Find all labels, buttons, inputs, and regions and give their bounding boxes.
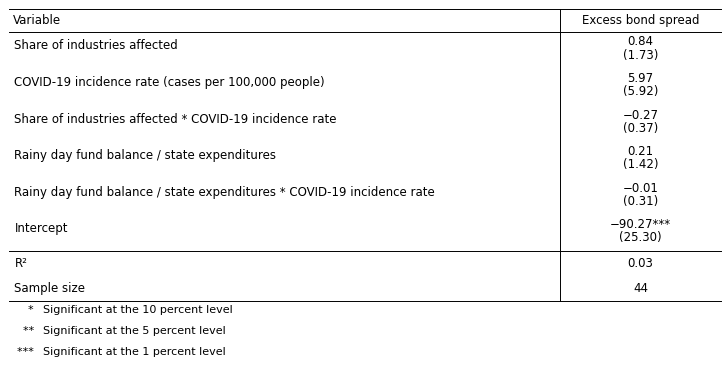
Text: Significant at the 10 percent level: Significant at the 10 percent level (43, 305, 233, 315)
Text: Significant at the 5 percent level: Significant at the 5 percent level (43, 326, 225, 336)
Text: Rainy day fund balance / state expenditures * COVID-19 incidence rate: Rainy day fund balance / state expenditu… (14, 186, 435, 199)
Text: −90.27***: −90.27*** (610, 218, 671, 231)
Text: (0.31): (0.31) (623, 195, 658, 208)
Text: 0.21: 0.21 (627, 145, 654, 158)
Text: Excess bond spread: Excess bond spread (581, 14, 700, 27)
Text: *: * (22, 305, 34, 315)
Text: Share of industries affected * COVID-19 incidence rate: Share of industries affected * COVID-19 … (14, 113, 337, 125)
Text: R²: R² (14, 257, 28, 270)
Text: (25.30): (25.30) (619, 231, 662, 244)
Text: Significant at the 1 percent level: Significant at the 1 percent level (43, 347, 225, 357)
Text: COVID-19 incidence rate (cases per 100,000 people): COVID-19 incidence rate (cases per 100,0… (14, 76, 325, 89)
Text: −0.01: −0.01 (623, 182, 658, 194)
Text: 44: 44 (633, 282, 648, 296)
Text: 0.03: 0.03 (628, 257, 653, 270)
Text: −0.27: −0.27 (623, 108, 658, 121)
Text: Share of industries affected: Share of industries affected (14, 39, 178, 52)
Text: 0.84: 0.84 (628, 35, 653, 48)
Text: (1.42): (1.42) (623, 158, 658, 171)
Text: (0.37): (0.37) (623, 122, 658, 135)
Text: Rainy day fund balance / state expenditures: Rainy day fund balance / state expenditu… (14, 149, 276, 162)
Text: Intercept: Intercept (14, 222, 68, 235)
Text: (5.92): (5.92) (623, 85, 658, 98)
Text: Variable: Variable (13, 14, 61, 27)
Text: ***: *** (10, 347, 34, 357)
Text: 5.97: 5.97 (627, 72, 654, 85)
Text: **: ** (16, 326, 34, 336)
Text: Sample size: Sample size (14, 282, 86, 296)
Text: (1.73): (1.73) (623, 49, 658, 62)
